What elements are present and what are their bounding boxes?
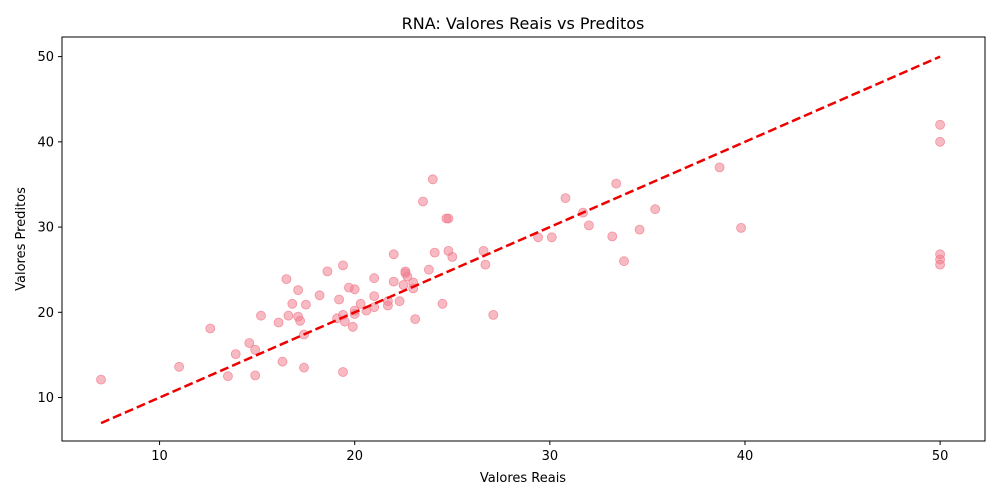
data-point: [295, 315, 306, 326]
data-point: [935, 136, 945, 147]
y-axis-ticks: 10 20 30 40 50: [37, 50, 62, 406]
data-point: [650, 204, 661, 215]
data-point: [488, 309, 499, 320]
data-point: [293, 285, 304, 296]
data-point: [283, 310, 294, 321]
data-point: [222, 371, 233, 382]
data-point: [230, 349, 241, 360]
data-point: [935, 119, 945, 130]
data-point: [205, 323, 216, 334]
data-point: [369, 302, 380, 313]
data-point: [96, 374, 106, 385]
data-point: [584, 220, 594, 231]
data-point: [287, 298, 298, 309]
data-point: [736, 222, 746, 233]
data-point: [398, 280, 409, 290]
data-point: [546, 232, 557, 243]
data-point: [427, 174, 438, 185]
y-axis-label: Valores Preditos: [14, 187, 29, 291]
data-point: [322, 266, 333, 277]
y-tick-label: 40: [37, 135, 54, 150]
data-point: [443, 213, 454, 224]
data-point: [418, 196, 428, 207]
y-tick-label: 50: [37, 50, 54, 65]
data-point: [607, 231, 618, 242]
x-tick-label: 50: [932, 449, 949, 464]
data-point: [447, 251, 458, 262]
x-tick-label: 20: [346, 449, 363, 464]
data-point: [273, 317, 284, 328]
data-point: [388, 249, 399, 260]
data-point: [382, 300, 393, 311]
data-point: [250, 370, 261, 381]
data-point: [437, 298, 448, 309]
data-point: [256, 310, 266, 321]
data-point: [369, 291, 380, 302]
data-point: [611, 178, 622, 189]
data-point: [277, 356, 288, 367]
data-point: [338, 367, 348, 377]
x-tick-label: 30: [542, 449, 559, 464]
data-point: [314, 290, 325, 301]
x-tick-label: 40: [737, 449, 754, 464]
data-point: [244, 338, 255, 348]
data-point: [300, 299, 311, 310]
data-point: [334, 294, 345, 305]
data-point: [714, 162, 725, 173]
plot-frame: [61, 36, 986, 442]
reference-line-layer: [100, 55, 941, 425]
data-point: [423, 264, 434, 275]
chart-title: RNA: Valores Reais vs Preditos: [402, 14, 645, 33]
data-point: [394, 296, 405, 307]
data-point: [250, 344, 261, 355]
data-point: [402, 271, 413, 282]
x-axis-ticks: 10 20 30 40 50: [151, 441, 948, 464]
data-point: [349, 284, 360, 295]
data-point: [560, 193, 571, 204]
data-point: [619, 256, 629, 267]
data-point: [281, 274, 292, 285]
data-point: [355, 298, 366, 309]
data-point: [347, 321, 358, 332]
data-point: [388, 276, 399, 287]
data-point: [429, 247, 440, 258]
reference-line: [100, 55, 941, 425]
data-point: [634, 224, 645, 235]
x-axis-label: Valores Reais: [480, 471, 566, 486]
data-point: [369, 273, 380, 284]
points-layer: [96, 119, 945, 385]
data-point: [338, 260, 348, 271]
data-point: [174, 361, 185, 372]
data-point: [935, 259, 945, 270]
x-tick-label: 10: [151, 449, 168, 464]
data-point: [410, 314, 421, 325]
y-tick-label: 30: [37, 221, 54, 236]
data-point: [299, 362, 309, 373]
y-tick-label: 20: [37, 306, 54, 321]
y-tick-label: 10: [37, 391, 54, 406]
data-point: [480, 259, 491, 270]
